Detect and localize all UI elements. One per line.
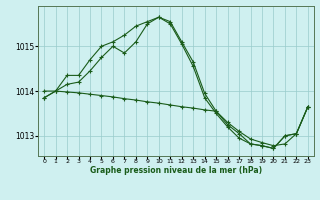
X-axis label: Graphe pression niveau de la mer (hPa): Graphe pression niveau de la mer (hPa)	[90, 166, 262, 175]
